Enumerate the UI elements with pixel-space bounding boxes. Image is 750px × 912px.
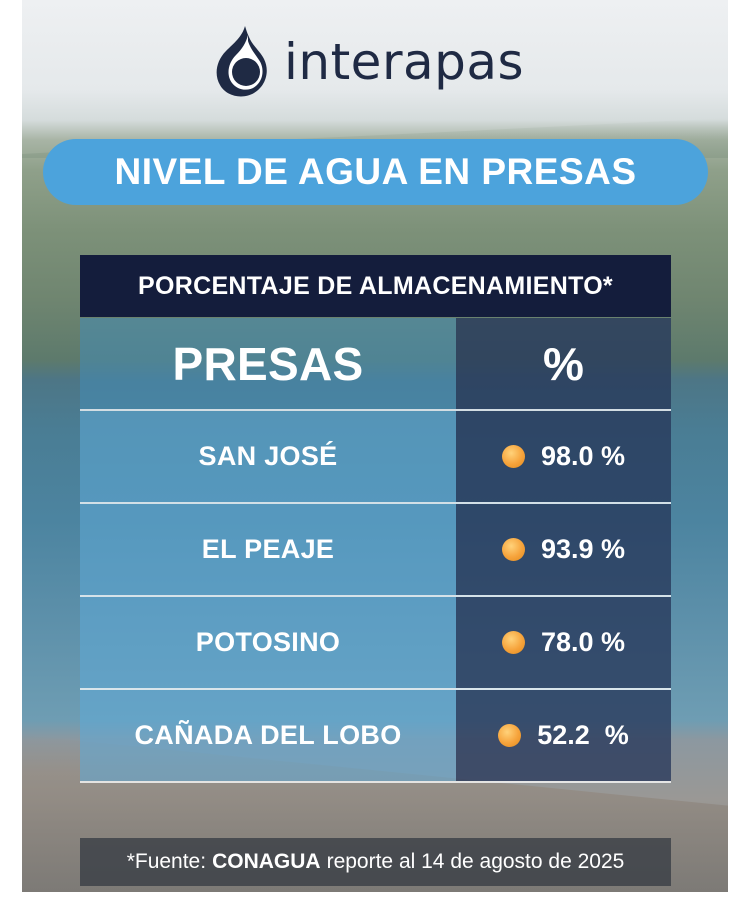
water-drop-icon: [216, 26, 267, 97]
table-row: CAÑADA DEL LOBO 52.2 %: [80, 690, 671, 783]
dam-name: CAÑADA DEL LOBO: [80, 690, 456, 781]
footnote-prefix: *Fuente:: [126, 850, 207, 873]
footnote-suffix: reporte al 14 de agosto de 2025: [326, 850, 625, 873]
poster: interapas NIVEL DE AGUA EN PRESAS PORCEN…: [22, 0, 728, 892]
status-dot-icon: [501, 538, 525, 561]
status-dot-icon: [501, 631, 525, 654]
brand-logo: interapas: [212, 22, 524, 102]
dam-value-cell: 78.0 %: [456, 597, 671, 688]
dam-value-cell: 98.0 %: [456, 411, 671, 502]
table-row: POTOSINO 78.0 %: [80, 597, 671, 690]
storage-table: PRESAS % SAN JOSÉ 98.0 % EL PEAJE 93.9 %…: [80, 318, 671, 784]
dam-percent: 93.9 %: [540, 534, 626, 564]
dam-value-cell: 52.2 %: [456, 690, 671, 781]
brand-name: interapas: [284, 33, 525, 91]
page-title: NIVEL DE AGUA EN PRESAS: [43, 139, 708, 205]
table-caption: PORCENTAJE DE ALMACENAMIENTO*: [80, 255, 671, 317]
footnote-source: CONAGUA: [212, 850, 321, 873]
dam-percent: 52.2 %: [537, 720, 629, 750]
status-dot-icon: [501, 445, 525, 468]
header-presas: PRESAS: [80, 318, 456, 409]
dam-value-cell: 93.9 %: [456, 504, 671, 595]
status-dot-icon: [498, 724, 522, 747]
source-footnote: *Fuente: CONAGUA reporte al 14 de agosto…: [80, 838, 671, 886]
dam-name: EL PEAJE: [80, 504, 456, 595]
dam-percent: 78.0 %: [540, 627, 626, 657]
table-header-row: PRESAS %: [80, 318, 671, 411]
table-row: EL PEAJE 93.9 %: [80, 504, 671, 597]
header-percent: %: [456, 318, 671, 409]
dam-name: SAN JOSÉ: [80, 411, 456, 502]
dam-name: POTOSINO: [80, 597, 456, 688]
dam-percent: 98.0 %: [540, 441, 626, 471]
table-row: SAN JOSÉ 98.0 %: [80, 411, 671, 504]
